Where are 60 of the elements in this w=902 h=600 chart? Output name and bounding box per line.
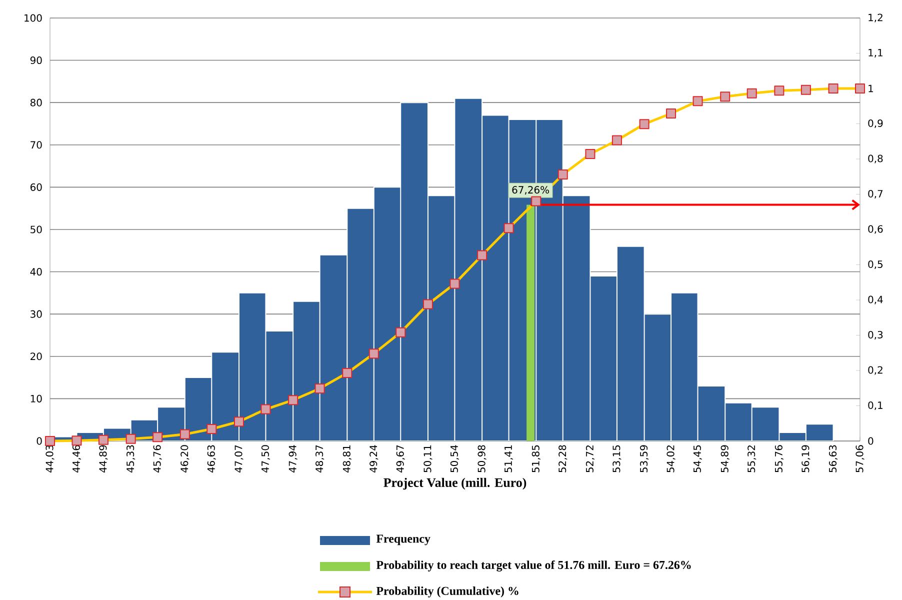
y2-tick-label: 0,5 [868, 260, 883, 270]
x-tick-label: 45,33 [126, 445, 136, 473]
legend-label: Probability (Cumulative) % [376, 586, 518, 598]
x-tick-label: 47,94 [288, 445, 298, 473]
x-tick-label: 56,19 [802, 445, 810, 472]
y2-tick-label: 0,4 [868, 296, 883, 304]
x-tick-label: 46,20 [180, 445, 190, 473]
y2-tick-label: 0,1 [868, 401, 882, 410]
x-tick-label: 54,89 [720, 445, 730, 472]
y-tick-label: 0 [36, 437, 42, 445]
x-tick-label: 44,89 [99, 445, 108, 473]
x-tick-label: 47,50 [261, 445, 270, 473]
y-tick-label: 60 [30, 183, 42, 191]
y2-tick-label: 0,7 [868, 190, 883, 199]
y2-tick-label: 0 [868, 437, 874, 445]
x-tick-label: 55,76 [774, 445, 784, 472]
x-tick-label: 54,02 [666, 446, 676, 472]
x-tick-label: 50,98 [478, 445, 486, 472]
y-tick-label: 30 [30, 310, 42, 318]
legend-label: Frequency [376, 534, 430, 546]
y2-tick-label: 1,2 [868, 14, 882, 22]
y2-tick-label: 0,3 [868, 330, 883, 340]
x-axis-title: Project Value (mill. Euro) [384, 478, 526, 490]
x-tick-label: 47,07 [234, 445, 244, 473]
y-tick-label: 20 [30, 352, 42, 360]
y-tick-label: 40 [30, 268, 42, 276]
y2-tick-label: 0,9 [868, 119, 883, 128]
x-tick-label: 51,85 [532, 445, 540, 472]
x-tick-label: 52,28 [558, 445, 568, 472]
x-tick-label: 45,76 [153, 445, 162, 473]
legend-label: Probability to reach target value of 51.76 mill. Euro = 67.26% [376, 560, 691, 572]
annotation: 67,26% [512, 186, 549, 195]
x-tick-label: 50,11 [424, 445, 432, 472]
y-tick-label: 90 [30, 56, 42, 64]
x-tick-label: 44,46 [72, 445, 82, 473]
x-tick-label: 53,59 [640, 445, 649, 472]
x-tick-label: 48,37 [316, 445, 324, 473]
y-tick-label: 100 [24, 14, 42, 22]
x-tick-label: 56,63 [828, 445, 838, 472]
x-tick-label: 44,03 [46, 445, 54, 473]
x-tick-label: 46,63 [207, 445, 216, 473]
x-tick-label: 48,81 [342, 445, 352, 473]
y2-tick-label: 1,1 [868, 49, 882, 58]
y-tick-label: 70 [30, 141, 42, 149]
x-tick-label: 55,32 [748, 446, 756, 472]
x-tick-label: 53,15 [612, 445, 622, 472]
y2-tick-label: 0,8 [868, 154, 883, 164]
y-tick-label: 50 [30, 226, 42, 234]
y-tick-label: 80 [30, 98, 42, 106]
x-tick-label: 49,24 [370, 445, 378, 473]
x-tick-label: 54,45 [694, 445, 702, 472]
y2-tick-label: 0,2 [868, 366, 882, 375]
x-tick-label: 52,72 [586, 446, 594, 472]
x-tick-label: 57,06 [856, 445, 864, 472]
x-tick-label: 51,41 [504, 445, 513, 472]
y2-tick-label: 1 [868, 84, 873, 92]
y-tick-label: 10 [30, 394, 42, 402]
x-tick-label: 50,54 [450, 445, 459, 472]
y2-tick-label: 0,6 [868, 225, 883, 234]
x-tick-label: 49,67 [396, 445, 405, 473]
